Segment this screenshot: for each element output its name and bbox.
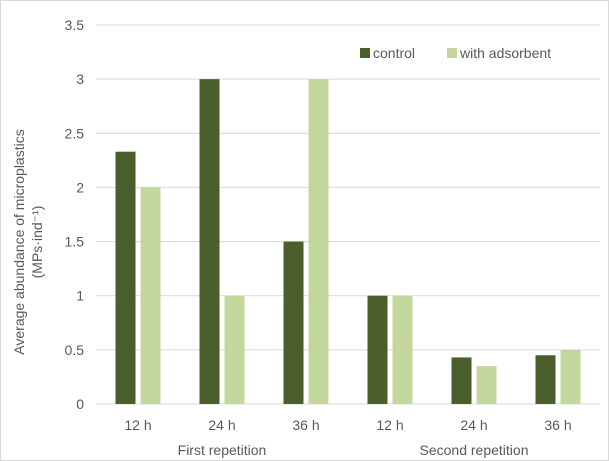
bar-control-2 — [199, 79, 220, 405]
x-tick-label: 36 h — [544, 417, 571, 433]
bar-control-4 — [367, 295, 388, 404]
legend-label: control — [373, 45, 415, 61]
y-tick-label: 2 — [76, 179, 84, 195]
x-tick-label: 12 h — [124, 417, 151, 433]
group-label: Second repetition — [420, 442, 529, 458]
bar-with-adsorbent-3 — [308, 79, 329, 405]
bar-control-1 — [115, 151, 136, 404]
x-tick-label: 12 h — [376, 417, 403, 433]
bar-control-6 — [535, 355, 556, 404]
bar-with-adsorbent-1 — [140, 187, 161, 404]
y-tick-label: 2.5 — [65, 125, 85, 141]
y-tick-label: 3.5 — [65, 17, 85, 33]
legend: control with adsorbent — [360, 45, 551, 61]
bar-with-adsorbent-6 — [560, 349, 581, 404]
legend-swatch — [447, 48, 457, 58]
x-tick-label: 24 h — [208, 417, 235, 433]
y-tick-label: 1 — [76, 288, 84, 304]
group-label: First repetition — [178, 442, 267, 458]
legend-swatch — [360, 48, 370, 58]
y-tick-label: 3 — [76, 71, 84, 87]
x-tick-labels: 12 h 24 h 36 h 12 h 24 h 36 h — [124, 417, 571, 433]
bar-with-adsorbent-4 — [392, 295, 413, 404]
bar-control-5 — [451, 357, 472, 404]
y-tick-label: 0.5 — [65, 342, 85, 358]
bar-control-3 — [283, 241, 304, 404]
gridlines — [96, 24, 600, 405]
bar-with-adsorbent-5 — [476, 366, 497, 404]
x-tick-label: 24 h — [460, 417, 487, 433]
group-labels: First repetition Second repetition — [178, 442, 529, 458]
bar-with-adsorbent-2 — [224, 295, 245, 404]
x-tick-label: 36 h — [292, 417, 319, 433]
y-axis-title: Average abundance of microplastics — [11, 129, 27, 354]
y-axis-unit: (MPs·ind⁻¹) — [29, 206, 45, 279]
y-tick-label: 1.5 — [65, 234, 85, 250]
y-tick-label: 0 — [76, 396, 84, 412]
y-tick-labels: 0 0.5 1 1.5 2 2.5 3 3.5 — [65, 17, 85, 412]
bars — [115, 79, 581, 405]
legend-label: with adsorbent — [459, 45, 551, 61]
